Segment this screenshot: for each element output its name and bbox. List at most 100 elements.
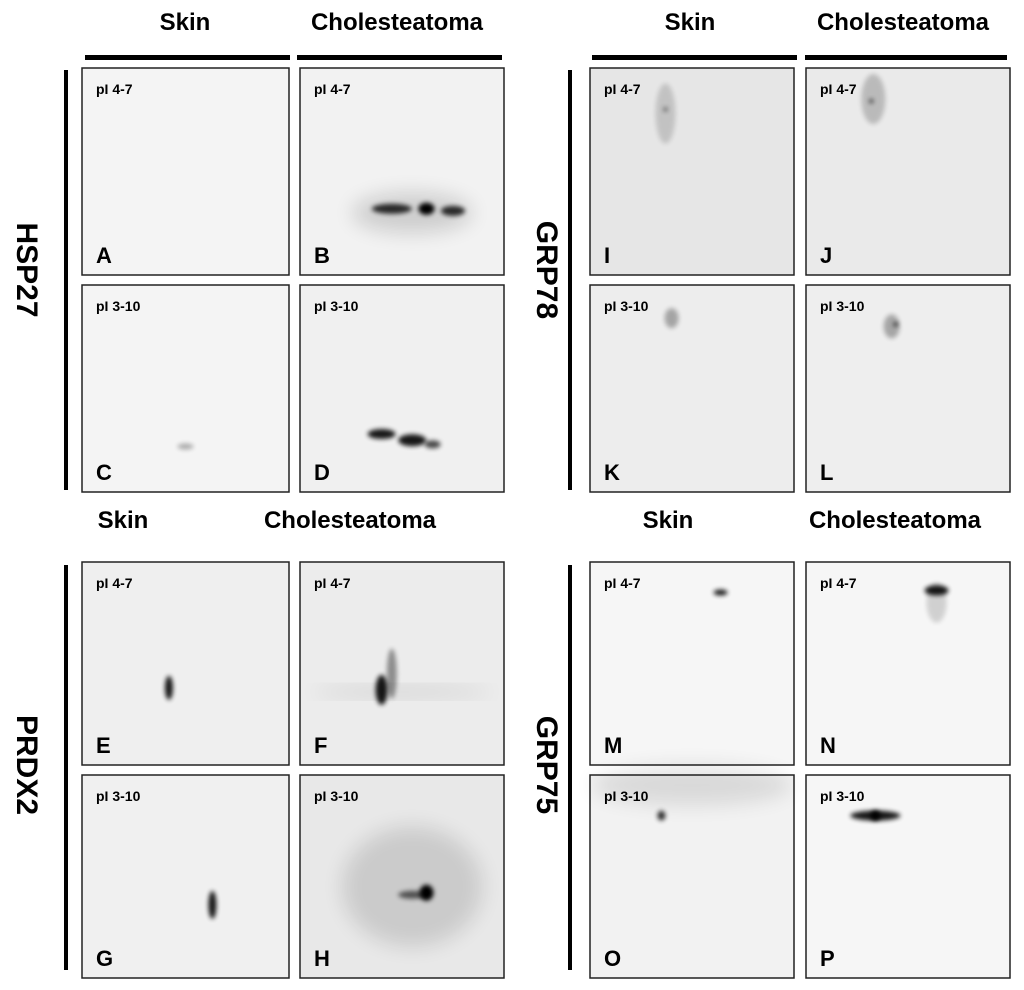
- ph-range: pI 4-7: [314, 575, 351, 591]
- ph-range: pI 3-10: [820, 298, 865, 314]
- panel-letter: B: [314, 243, 330, 268]
- protein-spot: [926, 582, 947, 623]
- protein-label: GRP78: [530, 221, 563, 319]
- panel-letter: I: [604, 243, 610, 268]
- bracket-bar: [568, 70, 572, 490]
- protein-label: PRDX2: [10, 715, 43, 815]
- ph-range: pI 3-10: [96, 788, 141, 804]
- blot-panel: pI 3-10 H: [299, 774, 505, 979]
- protein-spot: [664, 308, 679, 329]
- panel-letter: O: [604, 946, 621, 971]
- panel-bg: [589, 67, 795, 276]
- panel-letter: C: [96, 460, 112, 485]
- protein-spot: [861, 74, 886, 125]
- protein-label: HSP27: [10, 222, 43, 317]
- panel-bg: [81, 774, 290, 979]
- blot-panel: pI 3-10 O: [589, 765, 795, 979]
- blot-panel: pI 3-10 C: [81, 284, 290, 493]
- panel-letter: J: [820, 243, 832, 268]
- ph-range: pI 4-7: [604, 81, 641, 97]
- ph-range: pI 4-7: [604, 575, 641, 591]
- panel-letter: L: [820, 460, 833, 485]
- protein-spot: [177, 443, 194, 450]
- column-header: Skin: [643, 507, 694, 534]
- protein-spot: [312, 688, 492, 695]
- panel-bg: [299, 284, 505, 493]
- protein-spot: [208, 890, 217, 919]
- panel-bg: [589, 561, 795, 766]
- protein-spot: [883, 314, 900, 339]
- panel-bg: [299, 561, 505, 766]
- panel-bg: [589, 284, 795, 493]
- panel-bg: [805, 774, 1011, 979]
- ph-range: pI 3-10: [604, 298, 649, 314]
- panel-bg: [805, 67, 1011, 276]
- panel-letter: P: [820, 946, 835, 971]
- column-header: Cholesteatoma: [264, 507, 437, 534]
- column-header: Cholesteatoma: [817, 9, 990, 36]
- header-rule: [85, 55, 290, 60]
- panel-bg: [81, 561, 290, 766]
- protein-spot: [592, 765, 792, 806]
- panel-letter: D: [314, 460, 330, 485]
- column-header: Skin: [665, 9, 716, 36]
- column-header: Cholesteatoma: [809, 507, 982, 534]
- protein-spot: [893, 322, 898, 327]
- ph-range: pI 3-10: [96, 298, 141, 314]
- header-rule: [805, 55, 1007, 60]
- panel-bg: [81, 284, 290, 493]
- blot-panel: pI 3-10 K: [589, 284, 795, 493]
- panel-bg: [805, 561, 1011, 766]
- bracket-bar: [64, 565, 68, 970]
- column-header: Cholesteatoma: [311, 9, 484, 36]
- protein-spot: [342, 826, 483, 947]
- panel-letter: A: [96, 243, 112, 268]
- panel-letter: G: [96, 946, 113, 971]
- protein-spot: [352, 192, 473, 233]
- header-rule: [297, 55, 502, 60]
- ph-range: pI 4-7: [314, 81, 351, 97]
- panel-letter: H: [314, 946, 330, 971]
- panel-bg: [81, 67, 290, 276]
- protein-spot: [367, 429, 396, 440]
- blot-panel: pI 4-7 N: [805, 561, 1011, 766]
- protein-spot: [663, 107, 668, 112]
- panel-bg: [299, 67, 505, 276]
- protein-spot: [655, 83, 676, 144]
- blot-panel: pI 4-7 I: [589, 67, 795, 276]
- protein-spot: [164, 675, 173, 700]
- blot-panel: pI 4-7 J: [805, 67, 1011, 276]
- blot-panel: pI 4-7 B: [299, 67, 505, 276]
- protein-spot: [424, 440, 441, 449]
- blot-panel: pI 4-7 F: [299, 561, 505, 766]
- protein-spot: [398, 434, 427, 447]
- ph-range: pI 4-7: [96, 81, 133, 97]
- blot-panel: pI 4-7 A: [81, 67, 290, 276]
- ph-range: pI 3-10: [314, 788, 359, 804]
- bracket-bar: [64, 70, 68, 490]
- blot-panel: pI 4-7 M: [589, 561, 795, 766]
- protein-spot: [713, 589, 728, 596]
- panel-letter: N: [820, 733, 836, 758]
- header-rule: [592, 55, 797, 60]
- blot-panel: pI 3-10 G: [81, 774, 290, 979]
- bracket-bar: [568, 565, 572, 970]
- protein-spot: [869, 99, 874, 104]
- ph-range: pI 3-10: [314, 298, 359, 314]
- ph-range: pI 4-7: [820, 575, 857, 591]
- ph-range: pI 4-7: [820, 81, 857, 97]
- column-header: Skin: [98, 507, 149, 534]
- panel-bg: [805, 284, 1011, 493]
- protein-spot: [870, 810, 881, 821]
- column-header: Skin: [160, 9, 211, 36]
- panel-letter: K: [604, 460, 620, 485]
- protein-label: GRP75: [530, 716, 563, 814]
- ph-range: pI 4-7: [96, 575, 133, 591]
- protein-spot: [657, 810, 666, 821]
- ph-range: pI 3-10: [820, 788, 865, 804]
- blot-panel: pI 3-10 L: [805, 284, 1011, 493]
- panel-letter: M: [604, 733, 622, 758]
- ph-range: pI 3-10: [604, 788, 649, 804]
- blot-panel: pI 4-7 E: [81, 561, 290, 766]
